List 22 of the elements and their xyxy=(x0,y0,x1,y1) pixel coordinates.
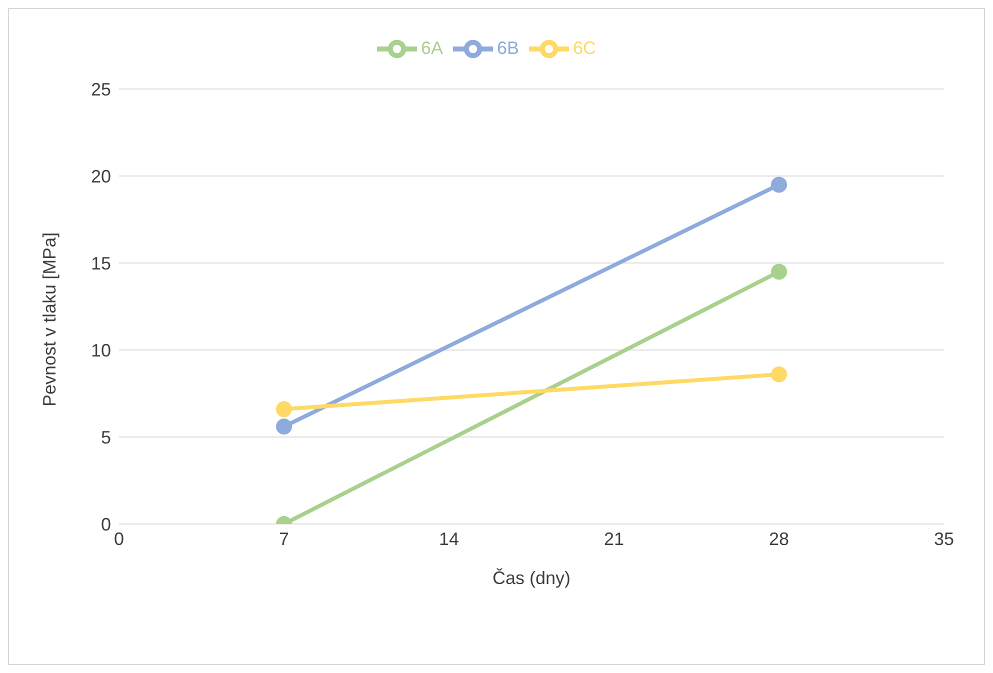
y-tick-label: 0 xyxy=(100,514,111,534)
y-tick-label: 20 xyxy=(90,166,111,186)
y-tick-label: 25 xyxy=(90,79,111,100)
point xyxy=(771,264,787,280)
y-axis-title: Pevnost v tlaku [MPa] xyxy=(39,232,60,406)
point xyxy=(276,418,292,435)
x-tick-label: 7 xyxy=(278,528,290,549)
point xyxy=(276,401,292,418)
x-tick-label: 14 xyxy=(438,528,460,549)
x-tick-label: 21 xyxy=(604,528,624,549)
y-tick-label: 15 xyxy=(90,253,111,274)
x-tick-label: 35 xyxy=(934,528,954,549)
legend-label: 6B xyxy=(496,38,520,58)
point xyxy=(771,176,787,193)
x-axis-title: Čas (dny) xyxy=(492,568,571,588)
y-tick-label: 10 xyxy=(90,340,111,360)
y-tick-label: 5 xyxy=(100,427,111,448)
point xyxy=(771,366,787,382)
legend-label: 6C xyxy=(573,38,596,58)
x-tick-label: 0 xyxy=(114,528,124,549)
legend-label: 6A xyxy=(420,38,443,58)
x-tick-label: 28 xyxy=(768,528,790,549)
